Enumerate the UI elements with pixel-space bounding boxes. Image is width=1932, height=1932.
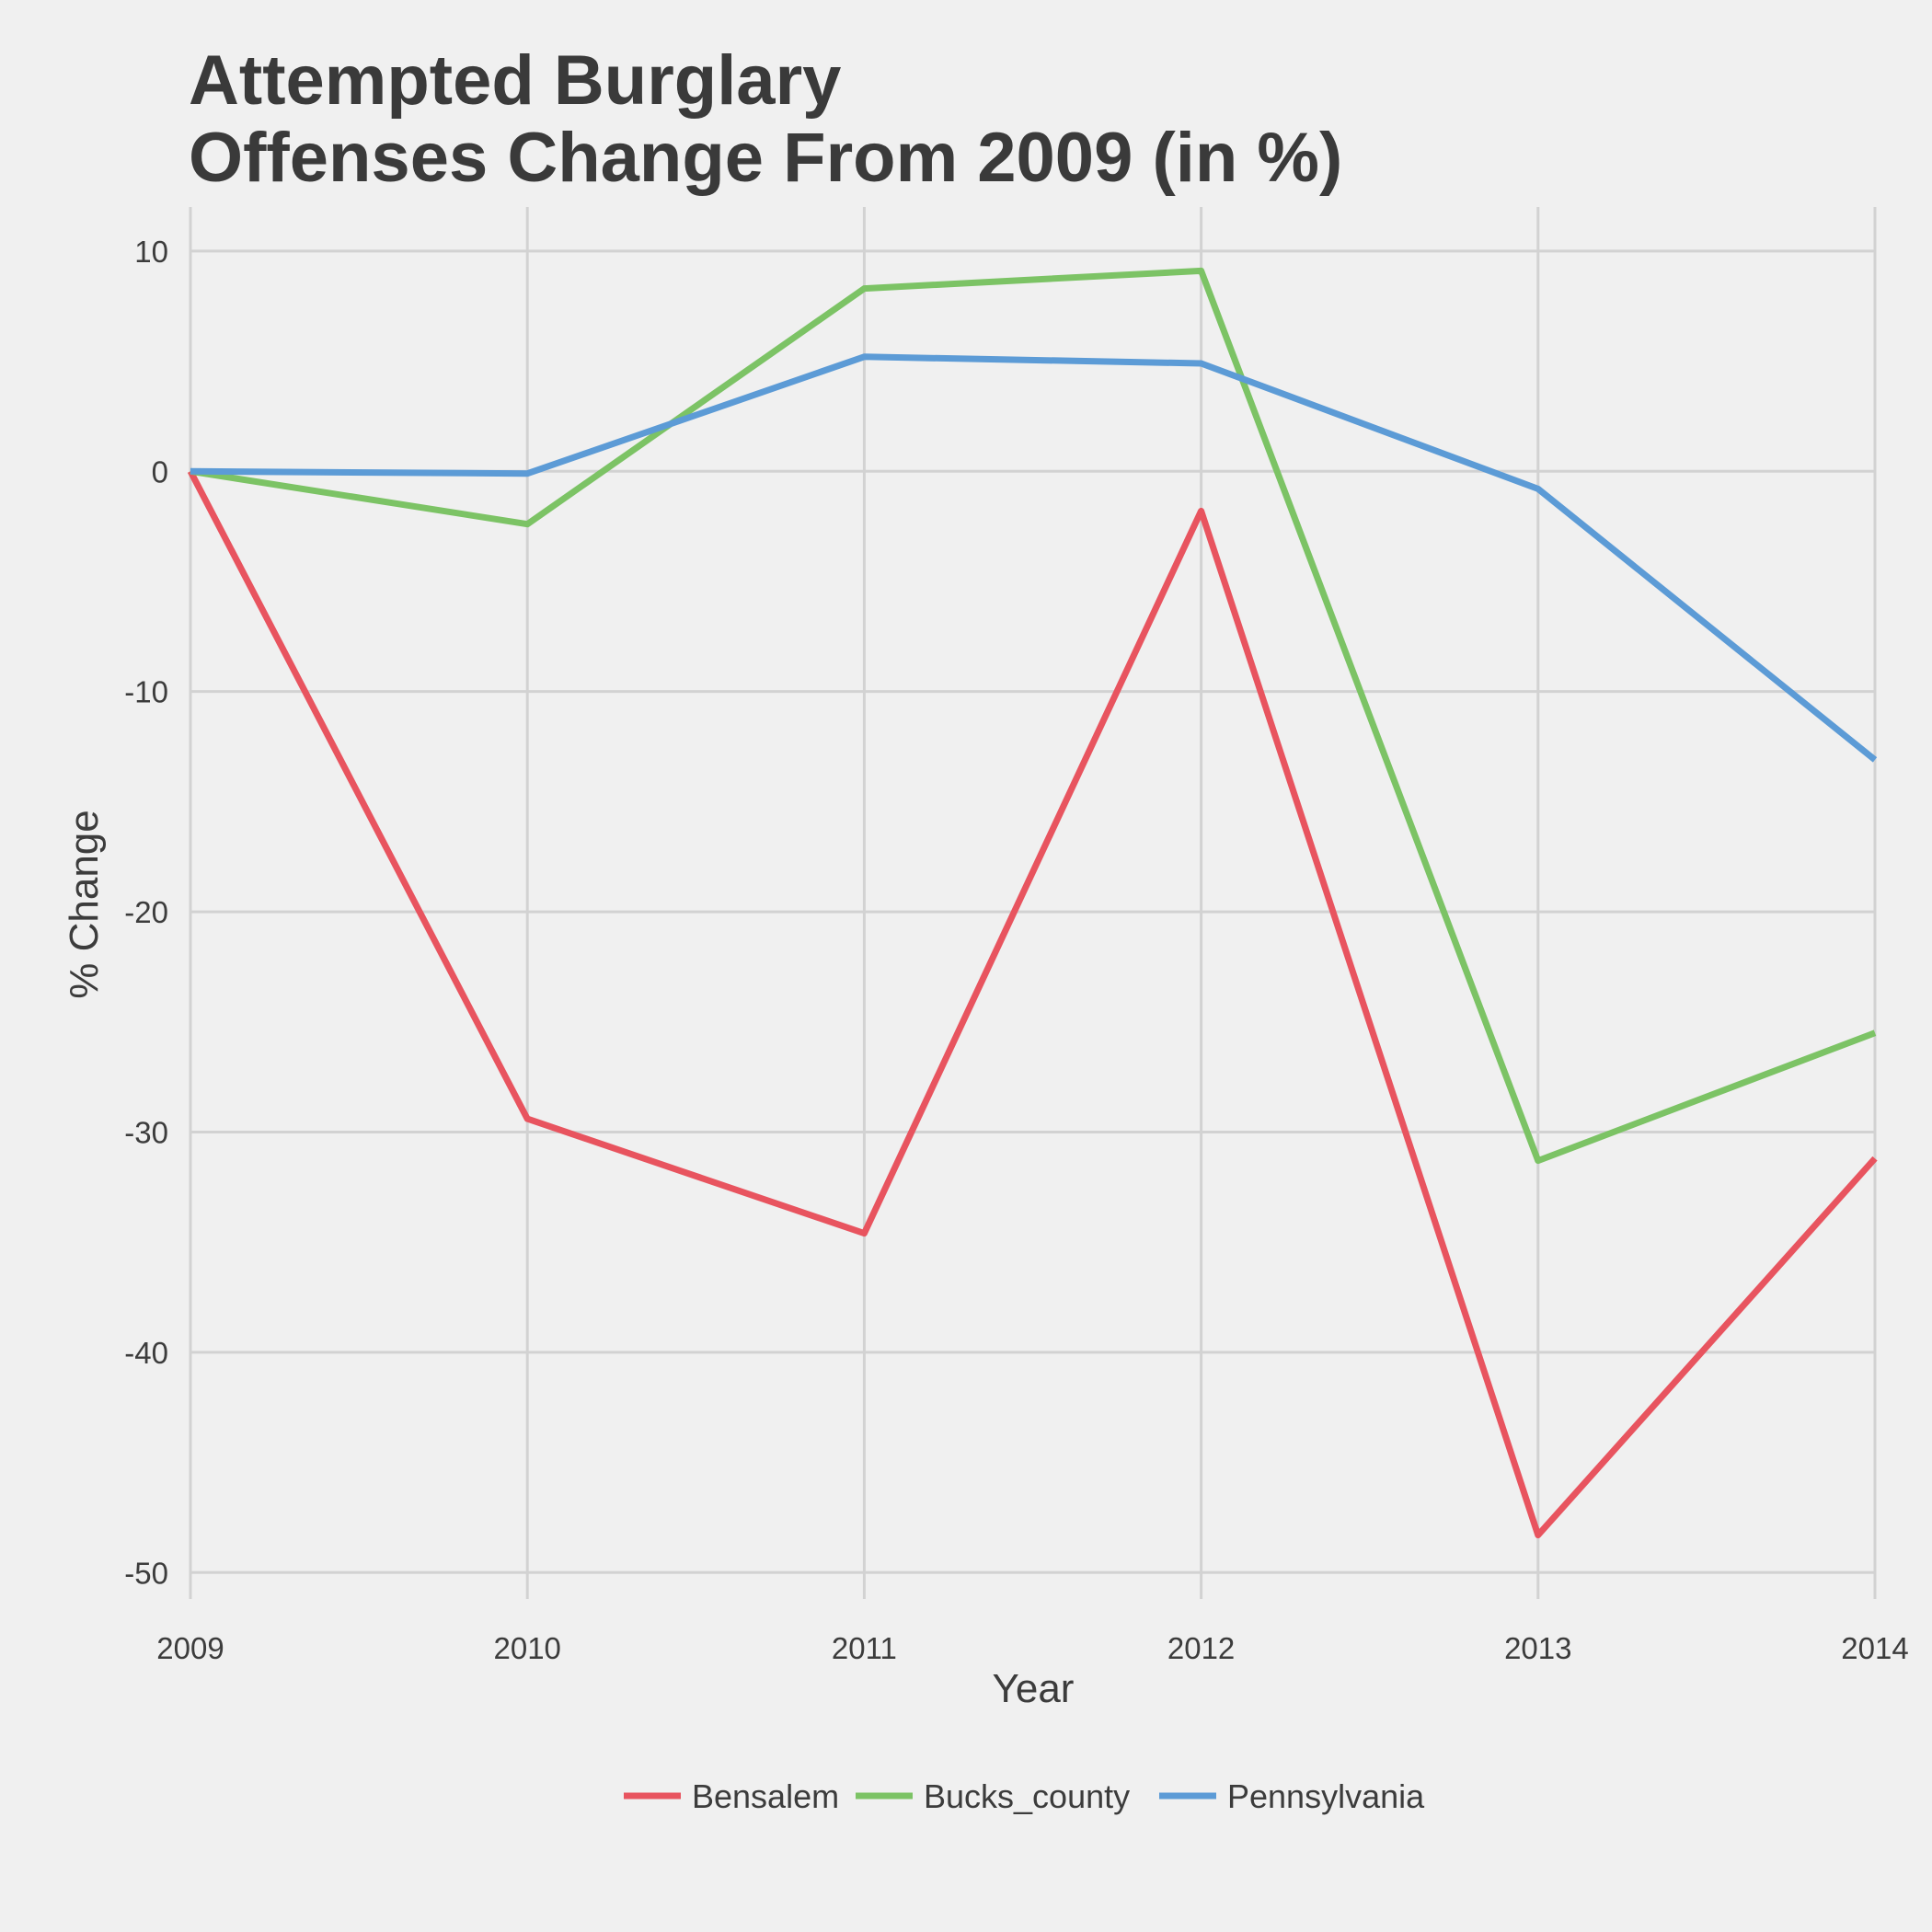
series-line-bensalem (187, 469, 1878, 1539)
x-tick-label: 2011 (832, 1631, 897, 1665)
x-axis-title: Year (993, 1666, 1075, 1711)
x-tick-label: 2012 (1167, 1631, 1235, 1665)
y-tick-label: -50 (124, 1556, 168, 1590)
y-tick-label: -30 (124, 1115, 168, 1149)
x-tick-label: 2013 (1504, 1631, 1571, 1665)
y-axis-tick-labels: 10 0 -10 -20 -30 -40 -50 (124, 235, 168, 1590)
y-tick-label: -40 (124, 1336, 168, 1370)
y-tick-label: -20 (124, 895, 168, 929)
y-tick-label: 10 (134, 235, 168, 269)
chart-title-line-1: Attempted Burglary (189, 41, 841, 120)
legend-label-bucks-county: Bucks_county (924, 1777, 1130, 1815)
legend-label-bensalem: Bensalem (692, 1777, 839, 1815)
y-tick-label: 0 (152, 454, 168, 489)
legend-item-bucks-county: Bucks_county (856, 1777, 1130, 1815)
x-axis-tick-labels: 2009 2010 2011 2012 2013 2014 (156, 1631, 1908, 1665)
x-tick-label: 2014 (1841, 1631, 1908, 1665)
legend: Bensalem Bucks_county Pennsylvania (624, 1777, 1425, 1815)
legend-label-pennsylvania: Pennsylvania (1227, 1777, 1425, 1815)
legend-item-pennsylvania: Pennsylvania (1159, 1777, 1425, 1815)
y-axis-title: % Change (62, 810, 107, 998)
x-tick-label: 2010 (493, 1631, 560, 1665)
legend-item-bensalem: Bensalem (624, 1777, 839, 1815)
chart-title: Attempted Burglary Offenses Change From … (189, 41, 1342, 197)
gridlines (189, 207, 1877, 1599)
series-line-bucks-county (190, 267, 1877, 1165)
series-lines (187, 267, 1878, 1539)
y-tick-label: -10 (124, 675, 168, 709)
series-line-pennsylvania (190, 353, 1878, 763)
chart-title-line-2: Offenses Change From 2009 (in %) (189, 119, 1342, 197)
x-tick-label: 2009 (156, 1631, 224, 1665)
